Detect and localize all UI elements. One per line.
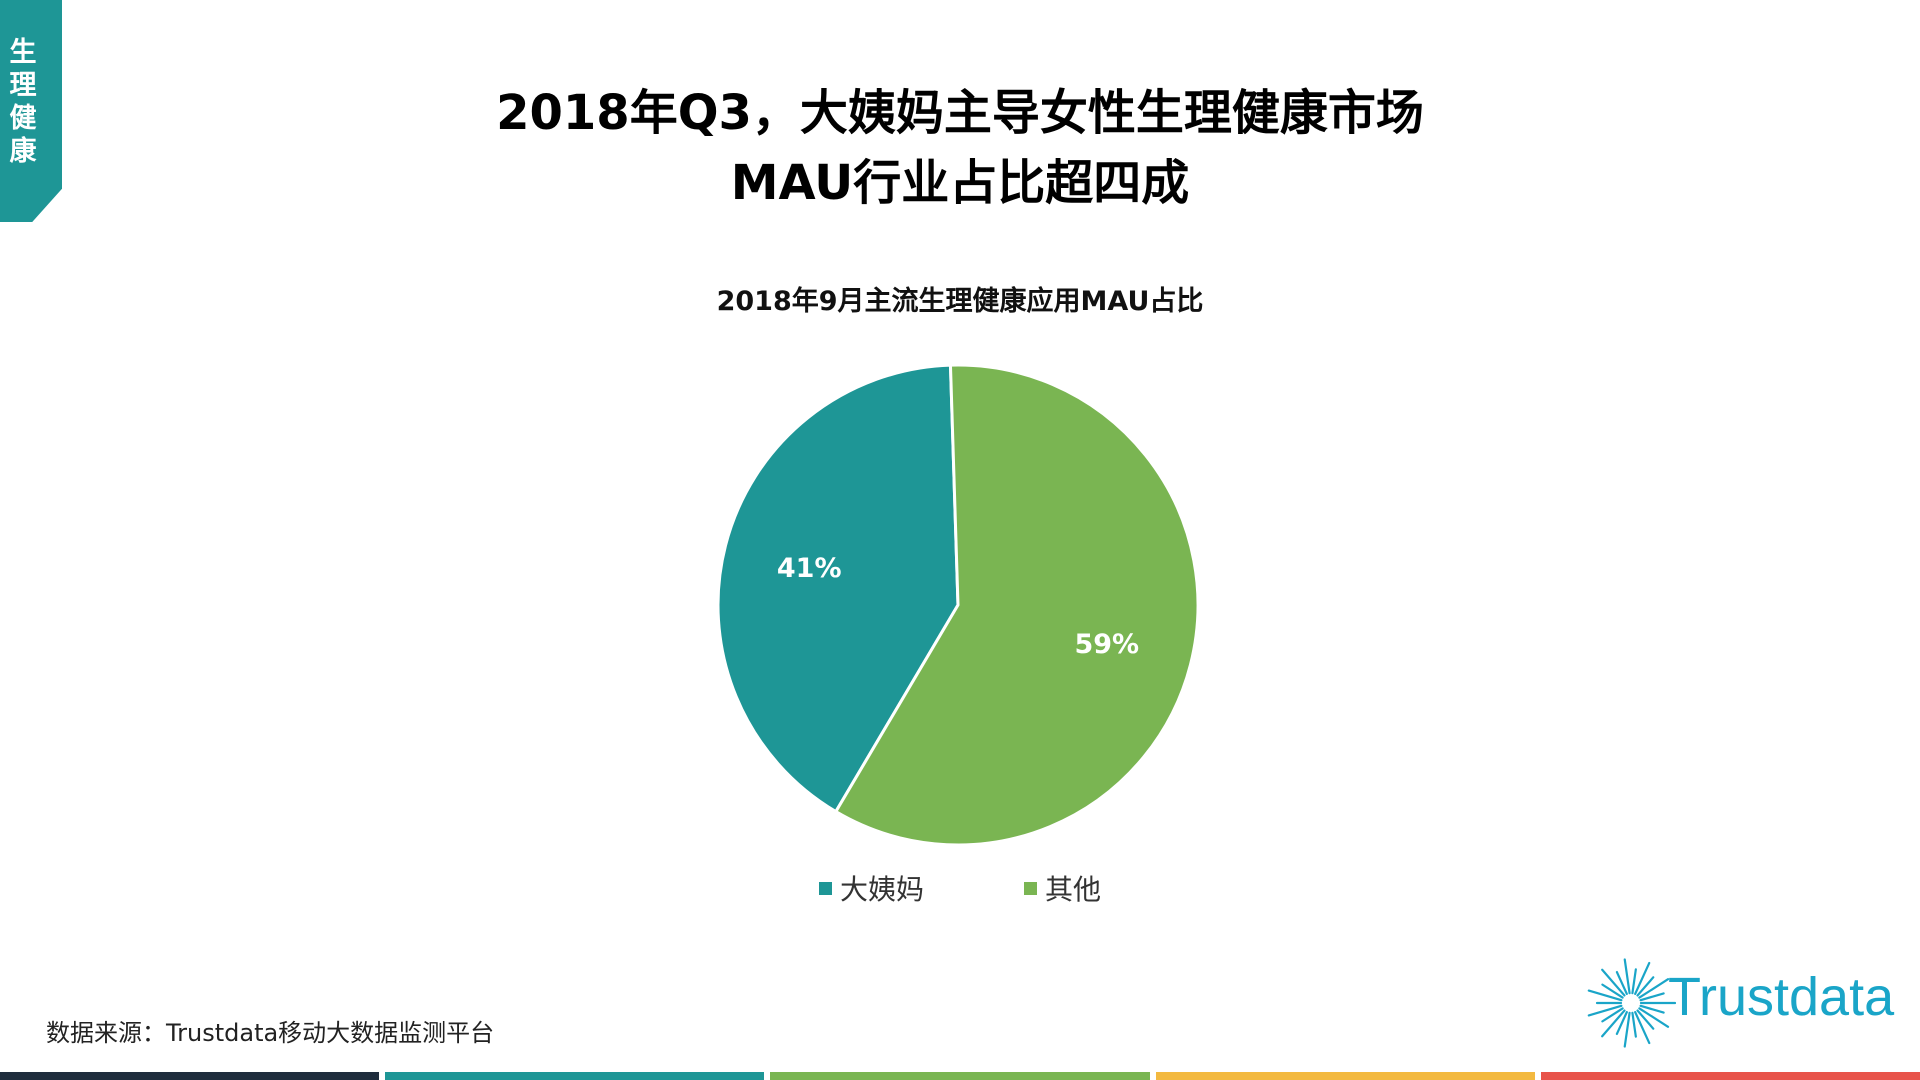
footer-segment-2 xyxy=(770,1072,1150,1080)
chart-legend: 大姨妈 其他 xyxy=(0,868,1920,908)
footer-segment-3 xyxy=(1155,1072,1535,1080)
trustdata-logo: Trustdata xyxy=(1586,948,1896,1058)
legend-item-dayima: 大姨妈 xyxy=(818,868,924,908)
footer-segment-4 xyxy=(1540,1072,1920,1080)
footer-color-bar xyxy=(0,1072,1920,1080)
side-category-tab: 生 理 健 康 xyxy=(0,0,62,222)
page-title: 2018年Q3，大姨妈主导女性生理健康市场 MAU行业占比超四成 xyxy=(0,78,1920,218)
pie-slice-0 xyxy=(716,363,960,814)
footer-segment-0 xyxy=(0,1072,380,1080)
legend-label-other: 其他 xyxy=(1045,873,1102,906)
logo-text: Trustdata xyxy=(1668,967,1895,1027)
page-title-line2: MAU行业占比超四成 xyxy=(730,155,1190,211)
legend-label-dayima: 大姨妈 xyxy=(839,873,924,906)
sunburst-icon xyxy=(1587,958,1677,1048)
side-category-label: 生 理 健 康 xyxy=(9,37,37,167)
chart-title: 2018年9月主流生理健康应用MAU占比 xyxy=(716,286,1204,317)
pie-slice-label-1: 59% xyxy=(1074,629,1139,660)
pie-slice-1 xyxy=(833,363,1200,847)
legend-swatch-dayima xyxy=(818,881,832,895)
data-source-note: 数据来源：Trustdata移动大数据监测平台 xyxy=(46,1019,495,1047)
footer-segment-1 xyxy=(385,1072,765,1080)
legend-swatch-other xyxy=(1024,881,1037,895)
pie-slice-label-0: 41% xyxy=(777,553,842,584)
legend-item-other: 其他 xyxy=(1024,868,1101,908)
page-title-line1: 2018年Q3，大姨妈主导女性生理健康市场 xyxy=(496,85,1424,141)
